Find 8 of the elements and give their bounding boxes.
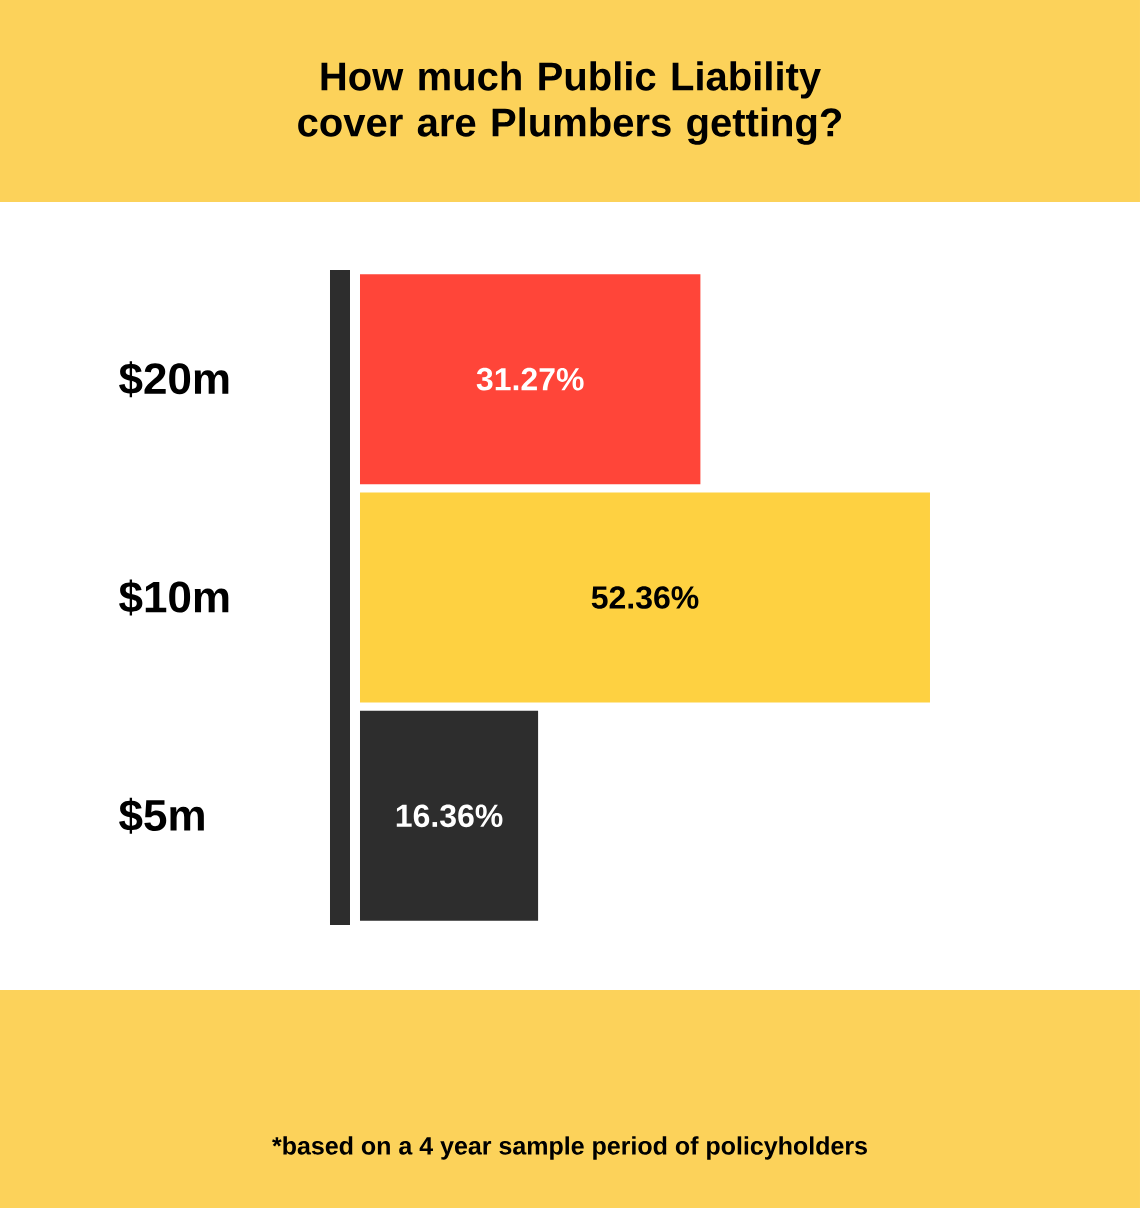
y-tick-label: $20m (119, 361, 229, 398)
text: *based on a 4 year sample period of policyholders (272, 1136, 867, 1160)
chart-title: How much Public Liability cover are Plumbers getting? (298, 61, 842, 145)
data-label: 16.36% (396, 804, 503, 828)
y-tick-label: $5m (119, 797, 204, 834)
y-tick-label: $10m (119, 579, 229, 616)
data-label: 52.36% (591, 586, 699, 609)
data-label: 31.27% (476, 367, 584, 391)
